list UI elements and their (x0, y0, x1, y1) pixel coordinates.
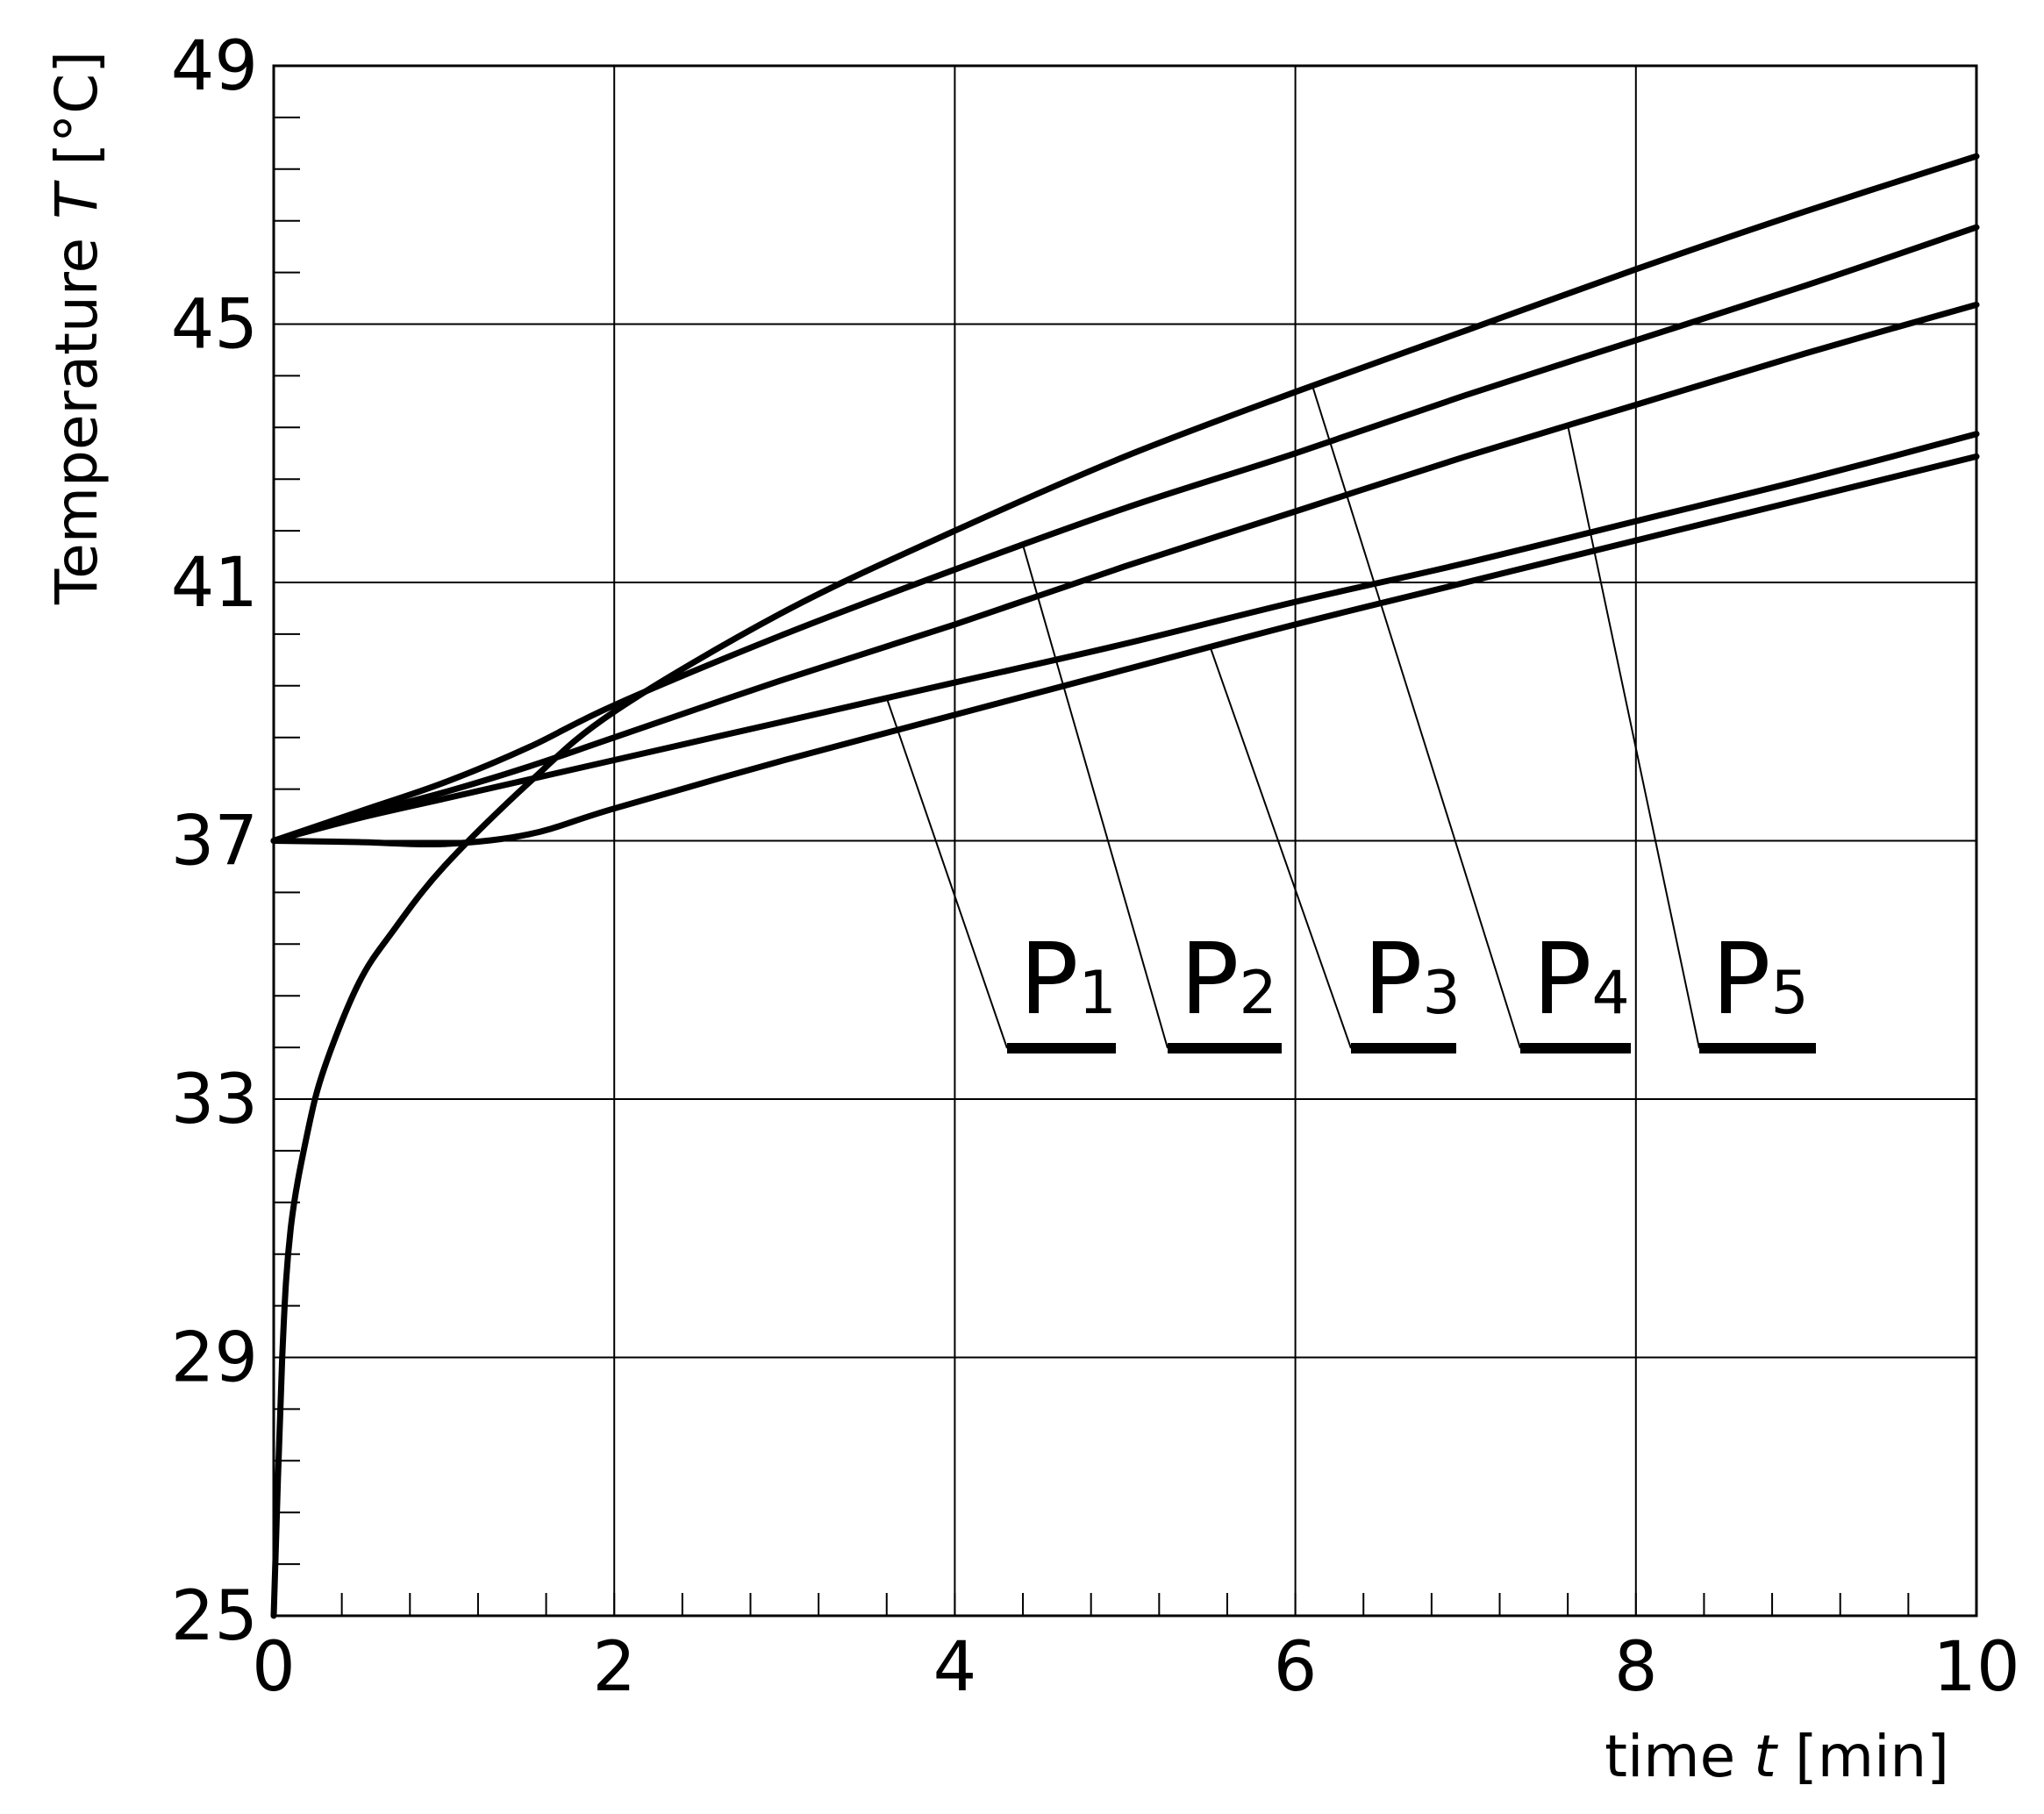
y-tick-label: 33 (171, 1061, 258, 1139)
y-axis-title-symbol: T (43, 180, 111, 219)
x-tick-label: 0 (252, 1628, 296, 1707)
series-line-5 (270, 301, 1980, 844)
leader-line-5 (1567, 425, 1700, 1049)
leader-line-4 (1311, 385, 1521, 1049)
leader-line-3 (1209, 646, 1352, 1049)
series-label-1: P1 (1019, 923, 1117, 1037)
y-tick-label: 29 (171, 1319, 258, 1398)
y-tick-label: 41 (171, 544, 258, 623)
y-axis-title-prefix: Temperature (43, 219, 111, 605)
series-label-4: P4 (1533, 923, 1630, 1037)
y-tick-labels: 25 29 33 37 41 45 49 (171, 27, 258, 1656)
grid-lines (274, 66, 1976, 1616)
leader-line-2 (1022, 545, 1169, 1049)
y-tick-label: 37 (171, 803, 258, 882)
y-tick-label: 49 (171, 27, 258, 106)
x-tick-labels: 0 2 4 6 8 10 (252, 1628, 2019, 1707)
x-tick-label: 10 (1933, 1628, 2019, 1707)
series-label-3: P3 (1363, 923, 1461, 1037)
series-line-4 (270, 153, 1980, 1619)
series-line-3 (270, 453, 1980, 848)
series-layer (270, 153, 1980, 1619)
series-label-2: P2 (1180, 923, 1277, 1037)
series-line-2 (270, 224, 1980, 844)
x-axis-title-prefix: time (1604, 1723, 1754, 1790)
x-tick-label: 6 (1274, 1628, 1318, 1707)
x-tick-label: 8 (1614, 1628, 1658, 1707)
y-tick-label: 25 (171, 1577, 258, 1656)
y-axis-title: Temperature T [°C] (43, 51, 111, 605)
x-tick-label: 4 (933, 1628, 977, 1707)
minor-ticks (273, 65, 1977, 1617)
series-labels: P1 P2 P3 P4 P5 (1007, 923, 1816, 1053)
x-tick-label: 2 (592, 1628, 636, 1707)
x-axis-title: time t [min] (1604, 1723, 1949, 1790)
x-axis-title-symbol: t (1754, 1723, 1778, 1790)
series-line-1 (270, 431, 1980, 844)
leader-line-1 (885, 697, 1008, 1049)
label-leader-lines (885, 385, 1700, 1049)
x-axis-title-suffix: [min] (1776, 1723, 1949, 1790)
series-label-5: P5 (1712, 923, 1809, 1037)
y-axis-title-suffix: [°C] (43, 51, 111, 184)
y-tick-label: 45 (171, 286, 258, 365)
